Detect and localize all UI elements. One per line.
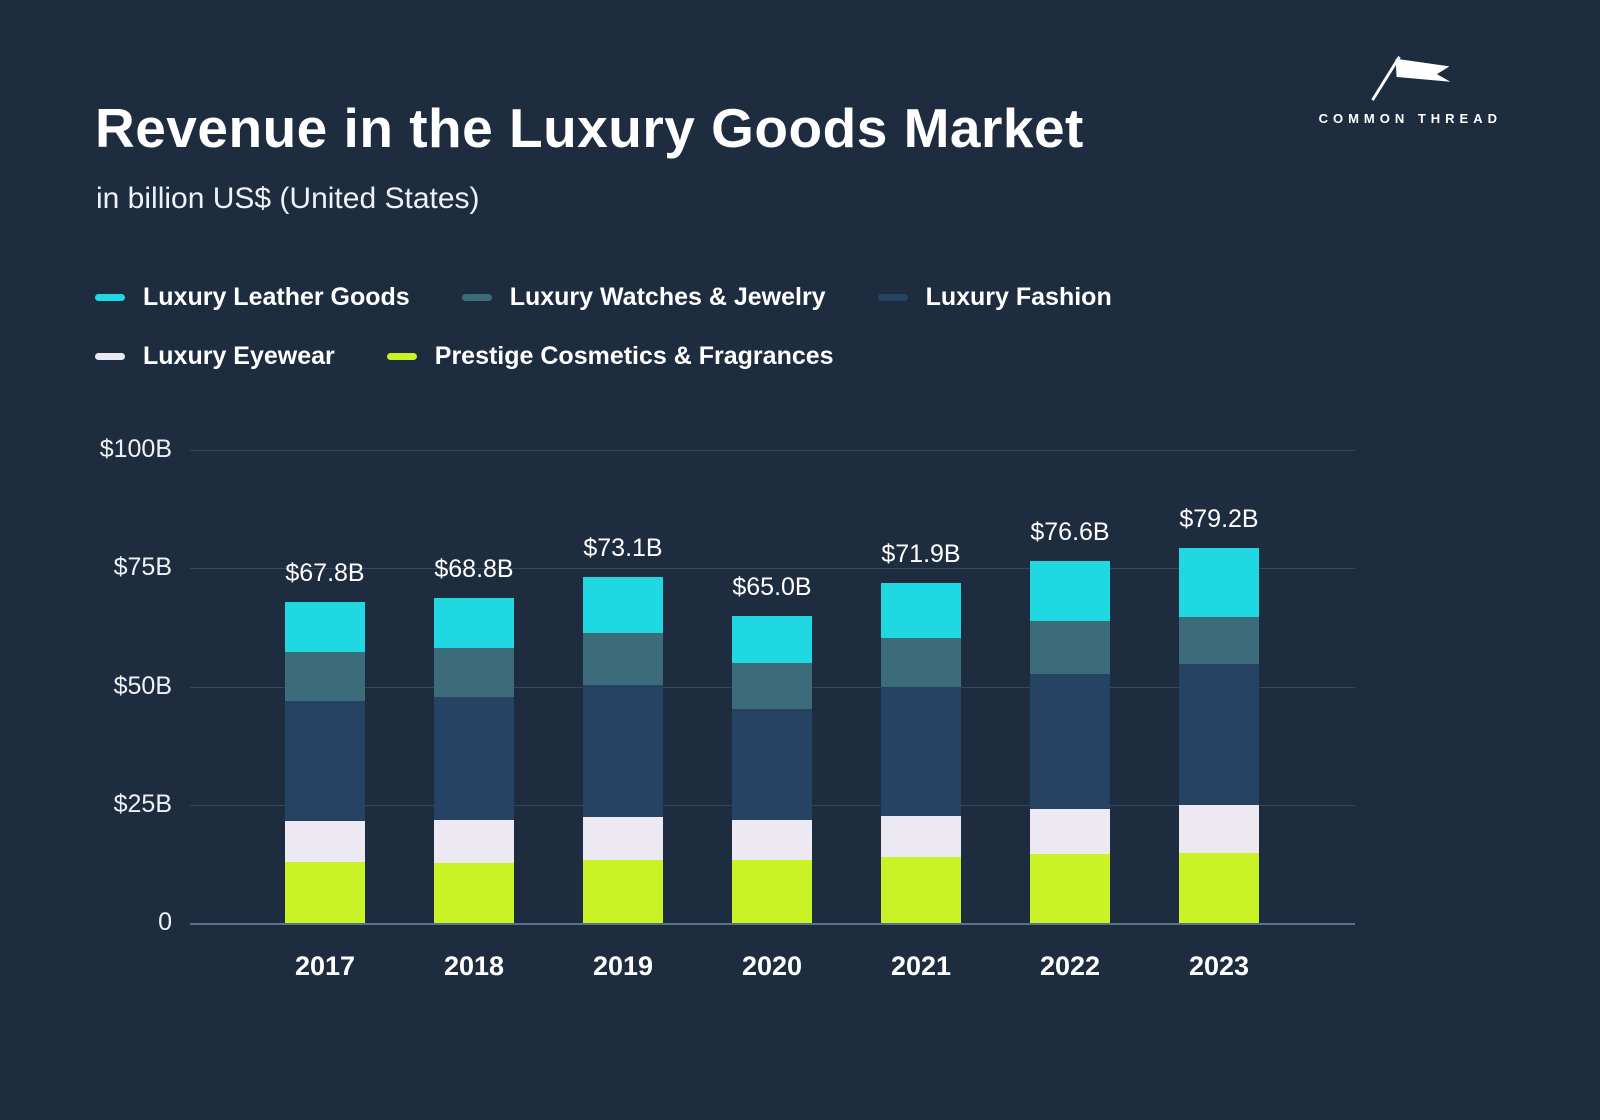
bar-segment-prestige-cosmetics-fragrances [1030,854,1110,923]
bar-segment-luxury-watches-jewelry [1179,617,1259,665]
gridline [190,568,1355,570]
bar-segment-luxury-eyewear [285,820,365,863]
bar-segment-prestige-cosmetics-fragrances [434,862,514,923]
bar-2019: $73.1B 2019 [583,450,663,981]
gridline [190,450,1355,451]
x-axis-label: 2019 [592,951,654,981]
bar-segment-luxury-leather-goods [285,602,365,652]
brand-logo: COMMON THREAD [1319,52,1502,126]
bar-segment-luxury-watches-jewelry [285,651,365,701]
bar-total-label: $65.0B [732,572,812,601]
bar-segment-luxury-leather-goods [1179,548,1259,618]
legend-swatch-icon [95,353,125,360]
bar-2021: $71.9B 2021 [881,450,961,981]
y-axis-label: $50B [113,671,172,700]
bar-segment-luxury-leather-goods [583,577,663,633]
bar-total-label: $67.8B [285,559,365,588]
x-axis-label: 2021 [890,951,952,981]
legend-label: Luxury Fashion [925,283,1112,311]
bar-segment-prestige-cosmetics-fragrances [881,857,961,923]
x-axis-label: 2022 [1039,951,1101,981]
bar-segment-luxury-fashion [881,687,961,816]
bar-segment-luxury-fashion [583,684,663,818]
legend-item: Luxury Leather Goods [95,283,410,312]
chart-legend: Luxury Leather Goods Luxury Watches & Jew… [95,283,1112,371]
bar-segment-luxury-eyewear [1030,808,1110,855]
flag-icon [1355,52,1465,107]
bars-layer: $67.8B 2017 $68.8B 2018 $73.1B 2019 $65.0B 2020… [190,450,1355,981]
bar-segment-luxury-eyewear [881,815,961,858]
bar-segment-luxury-fashion [285,700,365,821]
page-title: Revenue in the Luxury Goods Market [95,97,1084,159]
legend-item: Luxury Fashion [877,283,1112,312]
x-axis-label: 2020 [741,951,803,981]
bar-segment-luxury-watches-jewelry [881,637,961,687]
y-axis-label: $25B [113,789,172,818]
y-axis-label: $100B [99,434,172,463]
legend-item: Luxury Eyewear [95,342,335,371]
legend-swatch-icon [877,294,908,301]
bar-segment-luxury-eyewear [583,817,663,861]
bar-segment-luxury-eyewear [1179,805,1259,853]
bar-segment-prestige-cosmetics-fragrances [732,860,812,923]
bar-segment-luxury-leather-goods [434,597,514,648]
page-subtitle: in billion US$ (United States) [96,182,480,215]
bar-2022: $76.6B 2022 [1030,450,1110,981]
bar-2020: $65.0B 2020 [732,450,812,981]
bar-segment-luxury-watches-jewelry [1030,621,1110,675]
bar-segment-luxury-leather-goods [732,615,812,663]
bar-segment-luxury-fashion [434,696,514,821]
bar-2017: $67.8B 2017 [285,450,365,981]
legend-swatch-icon [386,353,417,360]
bar-2023: $79.2B 2023 [1179,450,1259,981]
bar-segment-luxury-fashion [732,708,812,821]
brand-name: COMMON THREAD [1318,111,1502,126]
bar-segment-luxury-leather-goods [881,582,961,638]
legend-swatch-icon [461,294,492,301]
bar-segment-luxury-leather-goods [1030,560,1110,622]
legend-swatch-icon [95,294,125,301]
bar-segment-prestige-cosmetics-fragrances [583,860,663,923]
bar-segment-luxury-eyewear [434,820,514,863]
gridline [190,923,1355,925]
bar-2018: $68.8B 2018 [434,450,514,981]
bar-segment-luxury-fashion [1030,674,1110,809]
legend-row: Luxury Eyewear Prestige Cosmetics & Fragr… [95,342,1112,371]
legend-row: Luxury Leather Goods Luxury Watches & Jew… [95,283,1112,312]
bar-total-label: $68.8B [434,554,514,583]
x-axis-label: 2017 [294,951,356,981]
bar-total-label: $76.6B [1030,517,1110,546]
bar-total-label: $79.2B [1179,505,1259,534]
bar-segment-prestige-cosmetics-fragrances [285,862,365,923]
legend-label: Luxury Watches & Jewelry [509,283,826,311]
bar-segment-prestige-cosmetics-fragrances [1179,853,1259,923]
bar-segment-luxury-fashion [1179,664,1259,806]
x-axis-label: 2023 [1188,951,1250,981]
y-axis-label: 0 [158,907,172,936]
legend-label: Luxury Leather Goods [143,283,410,311]
legend-label: Luxury Eyewear [143,342,335,370]
y-axis-label: $75B [113,553,172,582]
bar-total-label: $71.9B [881,539,961,568]
bar-total-label: $73.1B [583,534,663,563]
legend-label: Prestige Cosmetics & Fragrances [434,342,834,370]
bar-segment-luxury-watches-jewelry [434,647,514,697]
bar-segment-luxury-eyewear [732,820,812,861]
legend-item: Prestige Cosmetics & Fragrances [386,342,834,371]
bar-segment-luxury-watches-jewelry [583,632,663,685]
bar-segment-luxury-watches-jewelry [732,662,812,709]
legend-item: Luxury Watches & Jewelry [461,283,826,312]
x-axis-label: 2018 [443,951,505,981]
